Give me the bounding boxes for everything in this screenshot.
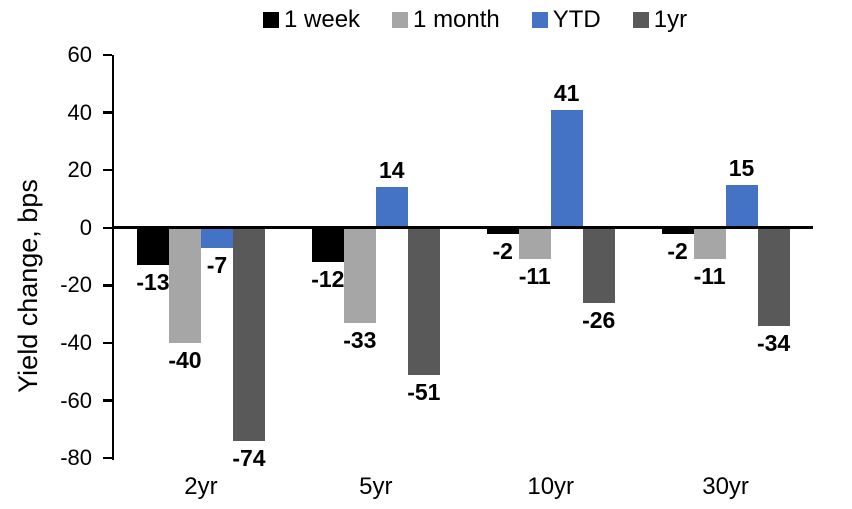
bar-value-label: -26 — [582, 306, 616, 333]
legend-label: YTD — [552, 6, 601, 33]
x-category-label: 30yr — [702, 473, 749, 500]
bar-value-label: -11 — [518, 263, 551, 290]
legend-marker-1yr — [632, 12, 649, 28]
y-tick-label: -80 — [60, 445, 92, 471]
bar-value-label: 41 — [553, 79, 580, 106]
bar-value-label: -34 — [756, 329, 791, 356]
y-tick-label: 60 — [67, 42, 92, 67]
bar-value-label: -2 — [492, 237, 513, 264]
y-axis-tick — [103, 168, 112, 172]
y-axis-tick — [103, 111, 112, 114]
bar-1-month-30yr — [693, 227, 726, 260]
bar-value-label: -74 — [232, 444, 266, 471]
bar-value-label: -12 — [311, 266, 345, 293]
legend-marker-ytd — [531, 12, 548, 28]
bar-ytd-30yr — [725, 184, 758, 228]
y-tick-label: -40 — [60, 330, 92, 355]
y-tick-label: -60 — [60, 387, 92, 413]
y-tick-label: 40 — [67, 99, 92, 125]
bar-value-label: 15 — [728, 154, 755, 181]
bar-1-month-5yr — [343, 227, 376, 323]
bar-1-month-10yr — [518, 227, 551, 260]
y-axis-tick — [103, 399, 112, 402]
bar-1-week-5yr — [311, 227, 344, 263]
bar-1yr-30yr — [757, 227, 790, 326]
y-axis-tick — [103, 284, 112, 287]
bar-value-label: -33 — [343, 326, 377, 353]
bar-1-month-2yr — [168, 227, 201, 343]
legend-item-1yr: 1yr — [632, 6, 688, 34]
bar-1-week-10yr — [486, 227, 519, 234]
legend-marker-1-week — [263, 12, 279, 28]
bar-value-label: -40 — [168, 347, 202, 373]
bar-ytd-5yr — [375, 187, 408, 228]
bar-value-label: -11 — [693, 263, 726, 290]
bar-ytd-10yr — [550, 109, 583, 228]
bar-1yr-5yr — [407, 227, 440, 375]
y-axis-tick — [103, 53, 112, 57]
bar-value-label: -13 — [136, 269, 170, 296]
y-tick-label: 0 — [79, 214, 92, 240]
legend-item-1-month: 1 month — [392, 6, 500, 34]
bar-1yr-2yr — [232, 227, 265, 441]
x-category-label: 5yr — [359, 473, 393, 500]
legend-item-1-week: 1 week — [263, 6, 360, 34]
bar-value-label: 14 — [379, 157, 405, 184]
bar-1-week-30yr — [661, 227, 694, 234]
y-axis-tick — [103, 341, 112, 345]
x-category-label: 10yr — [527, 473, 575, 500]
y-axis-line — [111, 55, 114, 460]
y-tick-label: -20 — [60, 272, 92, 298]
legend-label: 1yr — [653, 6, 688, 33]
y-axis-tick — [103, 456, 112, 460]
bar-value-label: -51 — [407, 378, 441, 405]
y-tick-label: 20 — [67, 157, 92, 183]
bar-1yr-10yr — [582, 227, 615, 303]
x-axis-line — [111, 226, 813, 230]
legend-marker-1-month — [392, 12, 409, 28]
legend-item-ytd: YTD — [531, 6, 601, 34]
chart-legend: 1 week 1 month YTD 1yr — [263, 6, 687, 34]
x-category-label: 2yr — [184, 473, 218, 500]
legend-label: 1 month — [413, 6, 500, 33]
y-axis-tick — [103, 226, 112, 230]
bar-value-label: -2 — [667, 237, 688, 264]
legend-label: 1 week — [284, 6, 361, 33]
bar-value-label: -7 — [206, 251, 228, 278]
bar-1-week-2yr — [136, 227, 169, 266]
bar-ytd-2yr — [200, 227, 233, 248]
